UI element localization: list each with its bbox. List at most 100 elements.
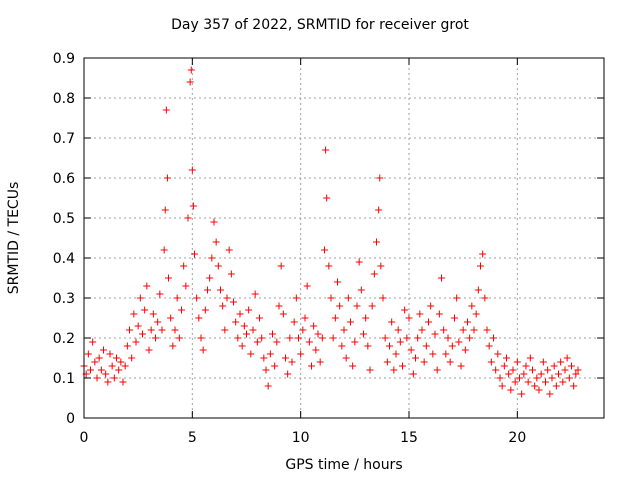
data-point xyxy=(310,322,318,330)
data-point xyxy=(537,370,545,378)
data-point xyxy=(347,318,354,326)
data-point xyxy=(334,278,341,286)
data-point xyxy=(193,294,201,302)
y-tick-label: 0 xyxy=(66,411,75,427)
data-point xyxy=(425,318,432,326)
data-point xyxy=(201,306,209,314)
data-point xyxy=(466,334,474,342)
data-point xyxy=(546,390,554,398)
data-point xyxy=(503,354,510,362)
axis-ticks: 0 0.1 0.2 0.3 0.4 0.5 0.6 0.7 0.8 0.9 0 5 10 15 20 xyxy=(53,51,604,446)
data-point xyxy=(102,370,110,378)
data-point xyxy=(516,374,523,382)
x-tick-label: 5 xyxy=(188,430,197,446)
data-point xyxy=(394,326,402,334)
data-point xyxy=(370,270,378,278)
data-point xyxy=(141,306,149,314)
data-point xyxy=(143,282,151,290)
data-point xyxy=(126,326,133,334)
data-point xyxy=(568,362,575,370)
data-point xyxy=(251,290,259,298)
data-point xyxy=(418,326,426,334)
data-point xyxy=(342,354,350,362)
data-point xyxy=(288,358,296,366)
y-tick-label: 0.6 xyxy=(53,171,75,187)
data-point xyxy=(386,342,393,350)
data-point xyxy=(574,366,582,374)
y-tick-label: 0.1 xyxy=(53,371,75,387)
data-point xyxy=(383,358,391,366)
data-point xyxy=(479,250,487,258)
data-point xyxy=(269,330,276,338)
data-point xyxy=(379,294,387,302)
data-point xyxy=(318,334,326,342)
data-point xyxy=(561,366,569,374)
data-point xyxy=(570,382,578,390)
data-point xyxy=(520,370,528,378)
data-point xyxy=(550,362,558,370)
data-point xyxy=(451,314,458,322)
data-point xyxy=(273,338,281,346)
data-point xyxy=(474,286,482,294)
data-point xyxy=(349,362,357,370)
data-point xyxy=(123,342,131,350)
data-point xyxy=(128,354,136,362)
data-point xyxy=(403,334,411,342)
data-point xyxy=(563,354,571,362)
data-point xyxy=(440,326,448,334)
data-point xyxy=(225,246,233,254)
data-point xyxy=(442,350,450,358)
data-point xyxy=(100,346,107,354)
data-point xyxy=(388,318,396,326)
data-point xyxy=(355,258,363,266)
data-point xyxy=(420,358,428,366)
data-point xyxy=(368,302,376,310)
data-point xyxy=(173,294,181,302)
data-point xyxy=(236,310,244,318)
data-point xyxy=(470,326,478,334)
data-point xyxy=(340,326,348,334)
data-point xyxy=(422,342,430,350)
data-point xyxy=(431,330,439,338)
data-point xyxy=(472,310,480,318)
data-point xyxy=(186,78,194,86)
data-point xyxy=(234,334,242,342)
data-point xyxy=(468,302,476,310)
data-point xyxy=(453,294,461,302)
data-point xyxy=(182,282,190,290)
data-point xyxy=(429,350,437,358)
data-point xyxy=(399,362,406,370)
plot-frame xyxy=(83,57,605,419)
data-point xyxy=(199,346,207,354)
data-point xyxy=(286,334,294,342)
data-point xyxy=(130,310,138,318)
data-point xyxy=(292,294,300,302)
data-point xyxy=(161,206,169,214)
data-point xyxy=(227,270,235,278)
data-point xyxy=(381,334,389,342)
data-point xyxy=(487,358,495,366)
x-tick-label: 10 xyxy=(292,430,310,446)
data-point xyxy=(416,310,424,318)
data-point xyxy=(139,330,146,338)
data-point xyxy=(477,262,484,270)
data-point xyxy=(308,362,315,370)
data-point xyxy=(290,318,298,326)
data-point xyxy=(295,334,302,342)
data-point xyxy=(524,378,532,386)
data-point xyxy=(238,342,246,350)
data-point xyxy=(344,294,352,302)
data-point xyxy=(325,262,333,270)
data-point xyxy=(210,218,218,226)
data-point xyxy=(303,282,311,290)
data-point xyxy=(162,106,170,114)
data-point xyxy=(188,166,196,174)
data-point xyxy=(407,346,415,354)
data-point xyxy=(279,310,287,318)
x-tick-label: 20 xyxy=(508,430,526,446)
data-point xyxy=(232,318,240,326)
data-point xyxy=(518,390,526,398)
data-point xyxy=(414,334,422,342)
data-point xyxy=(187,66,195,74)
